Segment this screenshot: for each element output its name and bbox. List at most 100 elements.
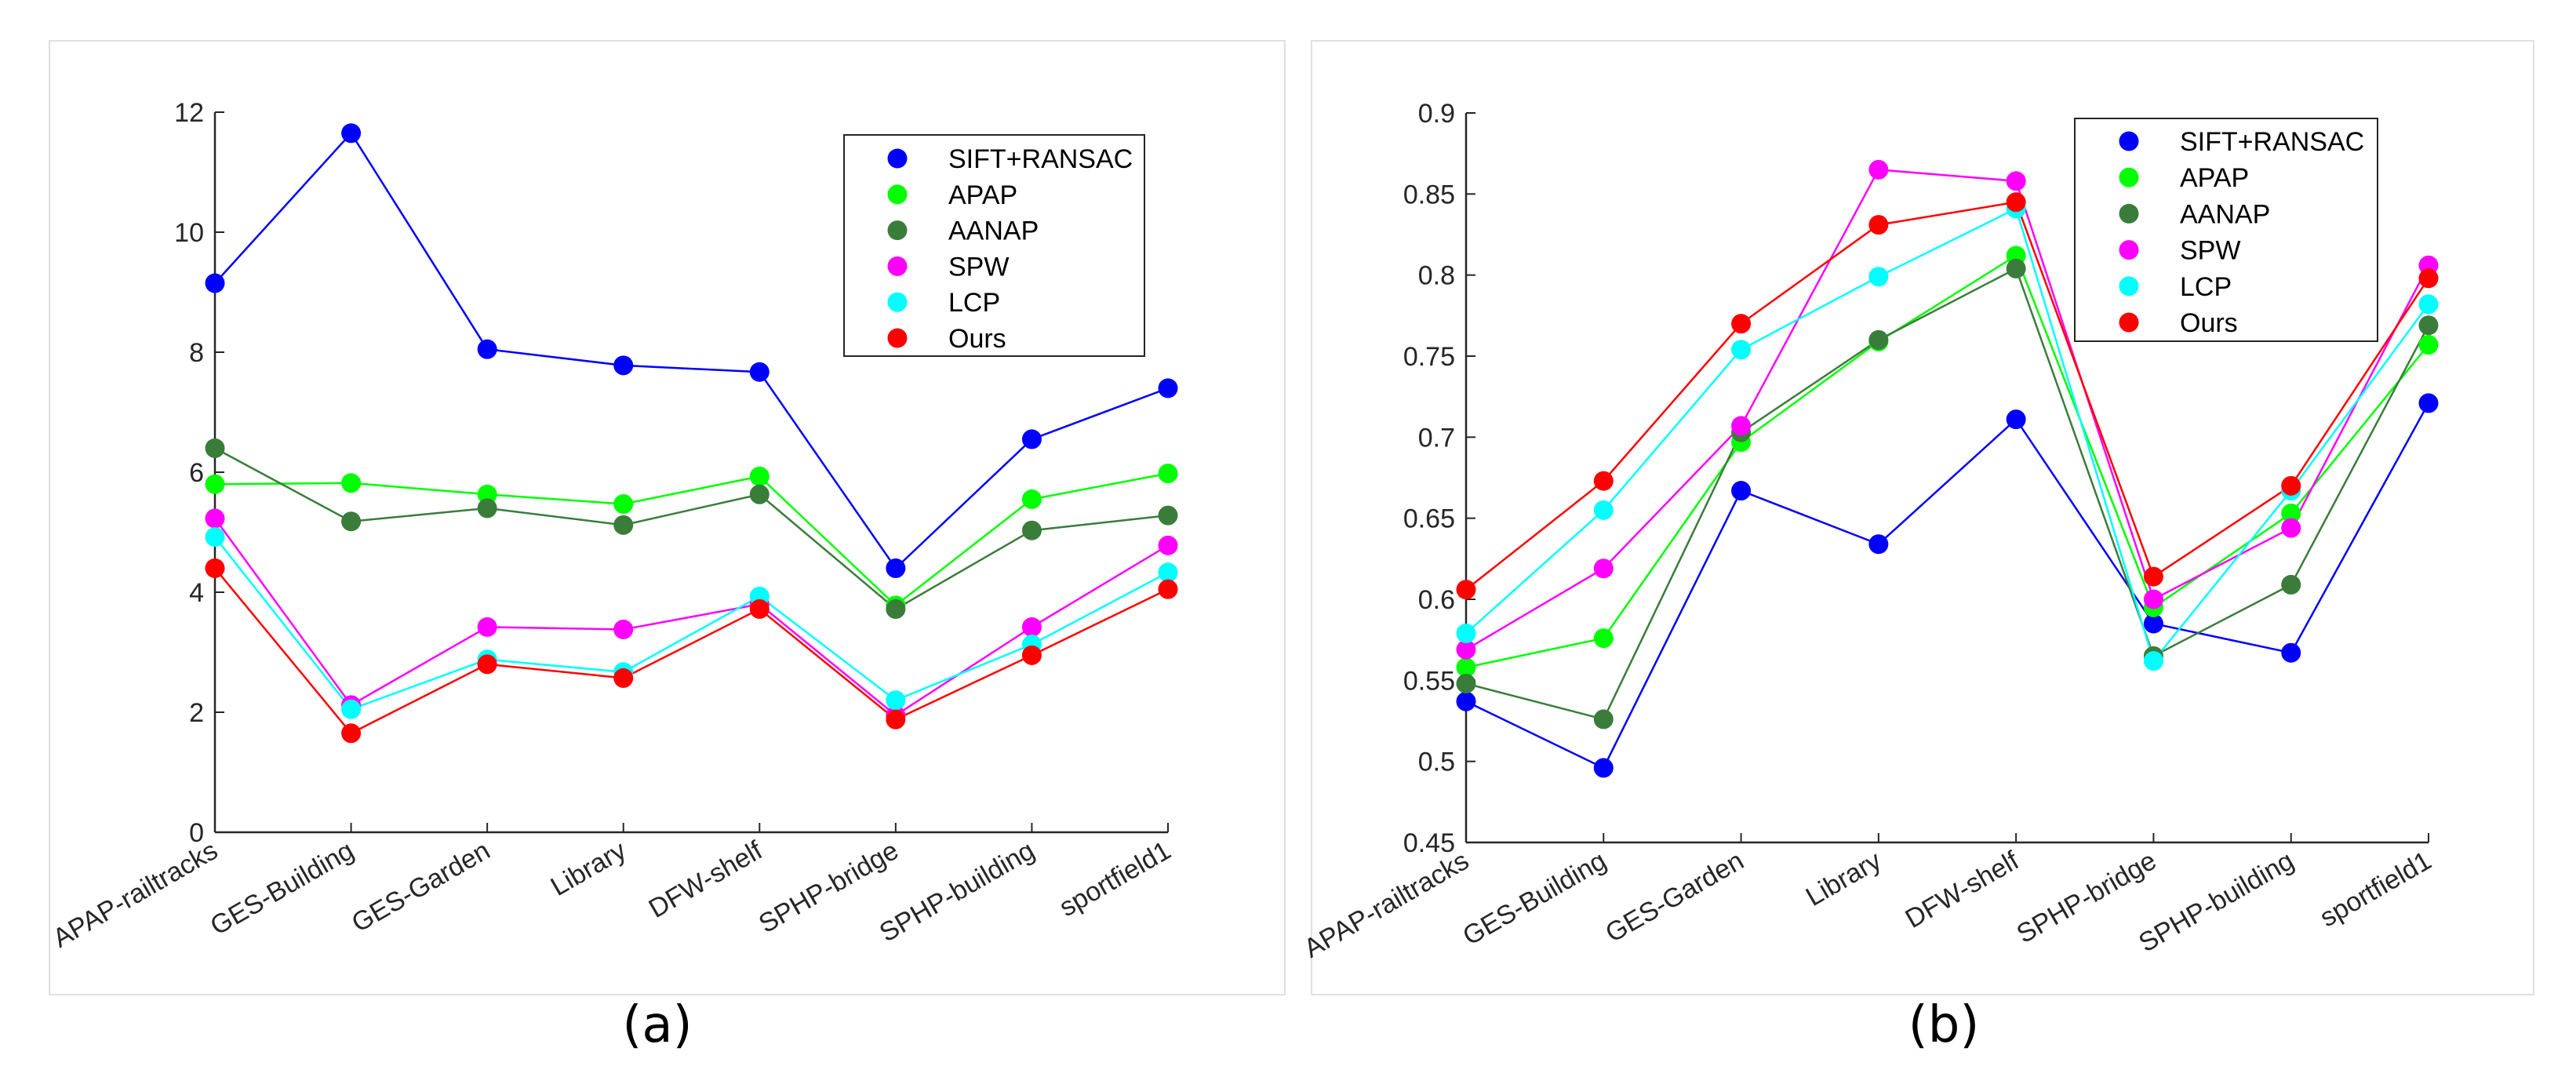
data-point-sift-ransac: [1158, 378, 1178, 398]
data-point-spw: [613, 619, 634, 639]
legend-marker: [2119, 276, 2139, 297]
data-point-lcp: [2143, 651, 2163, 671]
y-tick-label: 0.85: [1403, 180, 1455, 209]
legend-label: LCP: [948, 288, 1000, 318]
legend-label: LCP: [2180, 272, 2232, 302]
data-point-sift-ransac: [2418, 393, 2439, 413]
data-point-apap: [2418, 335, 2439, 355]
data-point-lcp: [1868, 267, 1889, 287]
data-point-aanap: [2281, 574, 2301, 595]
series-line-ours: [214, 567, 1169, 735]
data-point-lcp: [341, 699, 362, 719]
data-point-ours: [2281, 475, 2301, 496]
legend-marker: [887, 220, 908, 241]
data-point-ours: [477, 654, 497, 675]
data-point-apap: [341, 473, 362, 493]
data-point-ours: [886, 709, 906, 730]
data-point-apap: [1158, 464, 1178, 484]
data-point-sift-ransac: [2143, 613, 2163, 634]
data-point-lcp: [2418, 294, 2439, 315]
y-tick-label: 2: [189, 698, 204, 728]
series-line-spw: [213, 518, 1169, 717]
data-point-aanap: [749, 484, 770, 504]
data-point-aanap: [613, 515, 634, 535]
data-point-apap: [205, 474, 225, 494]
data-point-spw: [1731, 416, 1752, 436]
data-point-aanap: [1593, 709, 1614, 730]
data-point-sift-ransac: [1456, 691, 1476, 711]
legend-marker: [2119, 167, 2139, 187]
data-point-spw: [205, 508, 225, 529]
legend: SIFT+RANSAC APAP AANAP SPW LCP Ours: [2074, 118, 2378, 342]
data-point-apap: [1456, 657, 1476, 678]
data-point-spw: [1868, 159, 1889, 180]
legend-label: SPW: [2180, 236, 2240, 266]
data-point-aanap: [205, 438, 225, 458]
legend-marker: [2119, 240, 2139, 260]
y-tick-label: 0: [189, 818, 204, 848]
data-point-sift-ransac: [749, 362, 770, 382]
legend-box: [2074, 118, 2378, 342]
data-point-apap: [477, 484, 497, 504]
y-tick-label: 6: [189, 458, 204, 488]
data-point-sift-ransac: [2281, 642, 2301, 663]
data-point-sift-ransac: [1593, 758, 1614, 778]
data-point-sift-ransac: [205, 273, 225, 293]
data-point-sift-ransac: [2006, 409, 2026, 430]
data-point-aanap: [2006, 258, 2026, 278]
legend-marker: [2119, 131, 2139, 151]
data-point-ours: [205, 558, 225, 578]
data-point-ours: [341, 723, 362, 744]
data-point-lcp: [1456, 623, 1476, 643]
legend-marker: [2119, 312, 2139, 333]
data-point-apap: [749, 466, 770, 486]
caption-b: (b): [1908, 996, 1980, 1054]
y-tick-label: 0.6: [1418, 585, 1455, 615]
data-point-spw: [2006, 171, 2026, 191]
y-tick-label: 12: [174, 98, 204, 128]
data-point-sift-ransac: [886, 558, 906, 578]
data-point-sift-ransac: [1021, 429, 1042, 449]
data-point-aanap: [2418, 315, 2439, 336]
data-point-lcp: [1158, 562, 1178, 583]
series-line-sift-ransac: [1465, 402, 2430, 770]
data-point-spw: [1456, 639, 1476, 660]
legend-label: Ours: [948, 324, 1006, 354]
legend-marker: [887, 256, 908, 276]
data-point-spw: [1021, 617, 1042, 637]
data-point-aanap: [1021, 520, 1042, 540]
data-point-ours: [2006, 192, 2026, 213]
data-point-ours: [1158, 579, 1178, 599]
legend-marker: [2119, 203, 2139, 224]
data-point-apap: [1021, 489, 1042, 509]
legend-label: Ours: [2180, 308, 2238, 338]
data-point-aanap: [1158, 505, 1178, 526]
y-tick-label: 0.55: [1403, 666, 1455, 696]
y-tick-label: 0.8: [1418, 261, 1455, 291]
y-tick-label: 0.5: [1418, 748, 1455, 777]
data-point-spw: [1593, 559, 1614, 579]
data-point-lcp: [205, 527, 225, 548]
legend: SIFT+RANSAC APAP AANAP SPW LCP Ours: [843, 134, 1145, 357]
legend-marker: [887, 148, 908, 169]
legend-label: SIFT+RANSAC: [2180, 127, 2364, 157]
data-point-ours: [613, 668, 634, 688]
series-line-lcp: [1465, 207, 2430, 664]
data-point-aanap: [1868, 329, 1889, 350]
data-point-ours: [1021, 645, 1042, 665]
data-point-aanap: [886, 599, 906, 619]
data-point-sift-ransac: [1868, 534, 1889, 555]
y-tick-label: 8: [189, 338, 204, 368]
data-point-apap: [1593, 628, 1614, 649]
data-point-spw: [2281, 518, 2301, 538]
legend-label: APAP: [948, 180, 1017, 210]
data-point-sift-ransac: [613, 355, 634, 376]
legend-marker: [887, 292, 908, 312]
data-point-sift-ransac: [477, 339, 497, 359]
legend-label: APAP: [2180, 163, 2249, 193]
data-point-sift-ransac: [1731, 481, 1752, 501]
legend-label: SIFT+RANSAC: [948, 144, 1133, 174]
data-point-sift-ransac: [341, 123, 362, 144]
y-tick-label: 4: [189, 578, 204, 608]
